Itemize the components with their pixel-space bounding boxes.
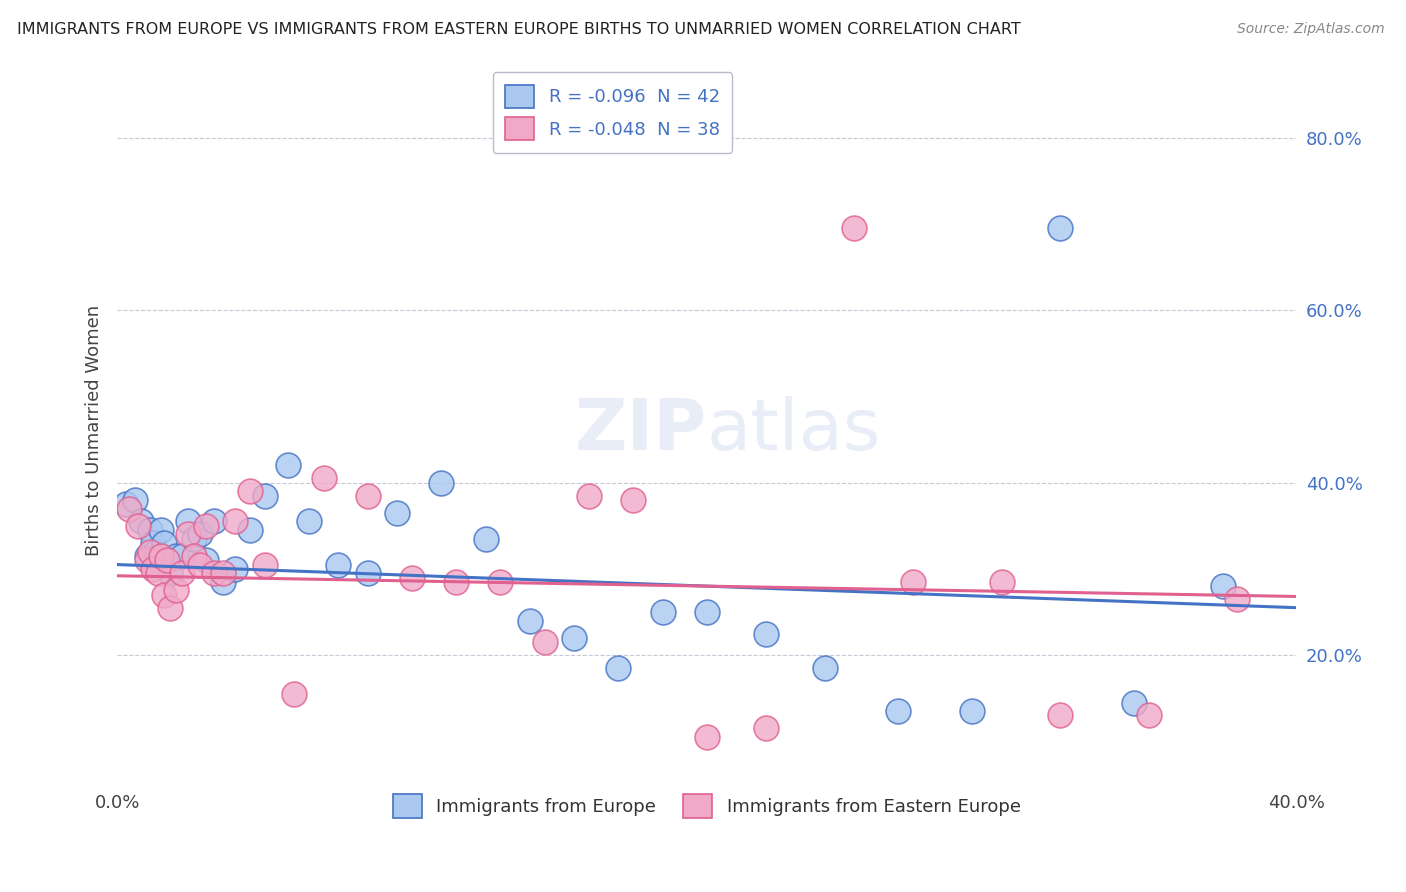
Point	[212, 566, 235, 581]
Point	[621, 492, 644, 507]
Point	[177, 515, 200, 529]
Point	[194, 518, 217, 533]
Legend: Immigrants from Europe, Immigrants from Eastern Europe: Immigrants from Europe, Immigrants from …	[385, 788, 1028, 825]
Point	[1212, 579, 1234, 593]
Point	[696, 605, 718, 619]
Point	[188, 527, 211, 541]
Point	[842, 221, 865, 235]
Point	[887, 704, 910, 718]
Point	[170, 549, 193, 563]
Point	[127, 518, 149, 533]
Point	[312, 471, 335, 485]
Point	[519, 614, 541, 628]
Point	[204, 515, 226, 529]
Point	[165, 549, 187, 563]
Text: Source: ZipAtlas.com: Source: ZipAtlas.com	[1237, 22, 1385, 37]
Point	[142, 562, 165, 576]
Point	[165, 583, 187, 598]
Point	[145, 544, 167, 558]
Point	[814, 661, 837, 675]
Point	[1137, 708, 1160, 723]
Point	[651, 605, 673, 619]
Point	[533, 635, 555, 649]
Point	[224, 562, 246, 576]
Point	[283, 687, 305, 701]
Point	[183, 549, 205, 563]
Point	[148, 549, 170, 563]
Point	[194, 553, 217, 567]
Point	[156, 553, 179, 567]
Point	[212, 574, 235, 589]
Point	[153, 536, 176, 550]
Point	[183, 532, 205, 546]
Point	[253, 558, 276, 572]
Point	[150, 549, 173, 563]
Text: atlas: atlas	[707, 396, 882, 466]
Point	[129, 515, 152, 529]
Point	[153, 588, 176, 602]
Text: ZIP: ZIP	[575, 396, 707, 466]
Point	[607, 661, 630, 675]
Point	[1049, 221, 1071, 235]
Point	[159, 600, 181, 615]
Point	[430, 475, 453, 490]
Point	[253, 489, 276, 503]
Point	[901, 574, 924, 589]
Point	[298, 515, 321, 529]
Point	[328, 558, 350, 572]
Point	[990, 574, 1012, 589]
Point	[142, 536, 165, 550]
Point	[444, 574, 467, 589]
Point	[124, 492, 146, 507]
Point	[755, 722, 778, 736]
Text: IMMIGRANTS FROM EUROPE VS IMMIGRANTS FROM EASTERN EUROPE BIRTHS TO UNMARRIED WOM: IMMIGRANTS FROM EUROPE VS IMMIGRANTS FRO…	[17, 22, 1021, 37]
Point	[239, 484, 262, 499]
Point	[138, 544, 160, 558]
Point	[387, 506, 409, 520]
Point	[135, 553, 157, 567]
Point	[1123, 696, 1146, 710]
Point	[177, 527, 200, 541]
Point	[357, 489, 380, 503]
Point	[138, 523, 160, 537]
Point	[188, 558, 211, 572]
Point	[277, 458, 299, 473]
Point	[1049, 708, 1071, 723]
Point	[960, 704, 983, 718]
Point	[115, 497, 138, 511]
Point	[357, 566, 380, 581]
Point	[401, 570, 423, 584]
Point	[696, 730, 718, 744]
Point	[474, 532, 496, 546]
Point	[204, 566, 226, 581]
Point	[578, 489, 600, 503]
Point	[135, 549, 157, 563]
Point	[562, 631, 585, 645]
Point	[489, 574, 512, 589]
Point	[1226, 592, 1249, 607]
Point	[159, 566, 181, 581]
Point	[239, 523, 262, 537]
Point	[150, 523, 173, 537]
Point	[170, 566, 193, 581]
Y-axis label: Births to Unmarried Women: Births to Unmarried Women	[86, 305, 103, 557]
Point	[156, 553, 179, 567]
Point	[118, 501, 141, 516]
Point	[755, 626, 778, 640]
Point	[148, 566, 170, 581]
Point	[224, 515, 246, 529]
